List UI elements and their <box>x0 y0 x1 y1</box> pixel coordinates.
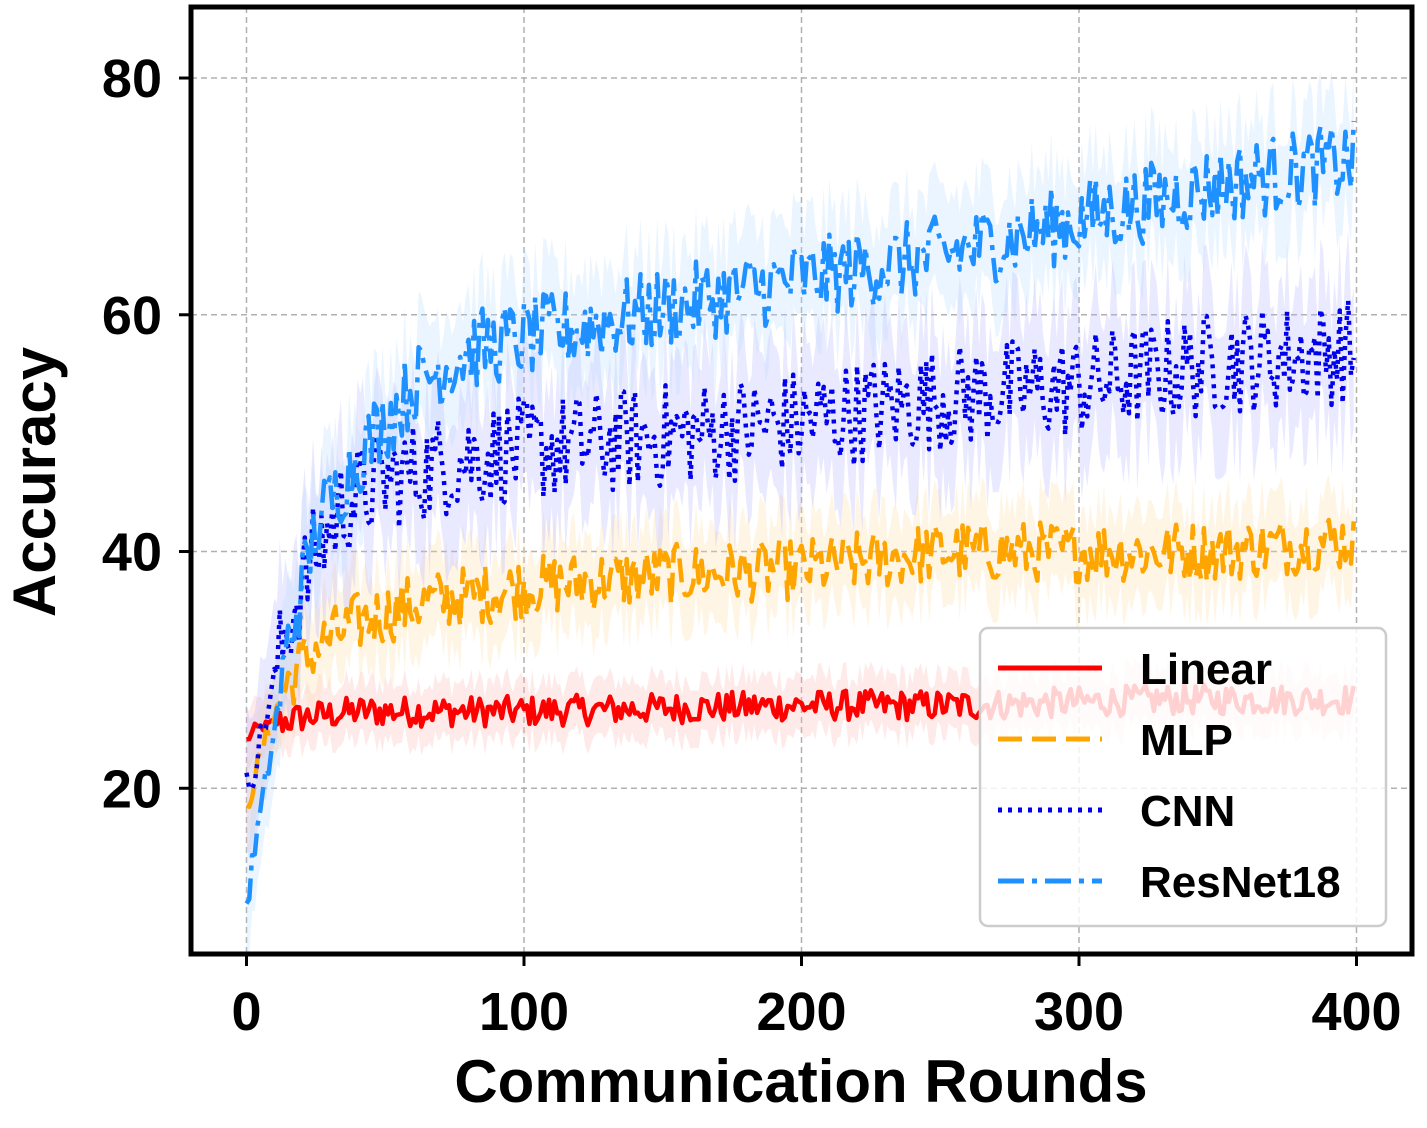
grid-layer <box>191 7 1412 954</box>
series-line-mlp <box>245 517 1356 810</box>
legend-label-linear: Linear <box>1140 645 1272 694</box>
x-tick-label: 0 <box>231 982 261 1042</box>
legend-box <box>978 626 1388 928</box>
band-resnet18 <box>246 64 1354 954</box>
band-cnn <box>246 230 1354 860</box>
legend-label-mlp: MLP <box>1140 716 1233 765</box>
x-tick-label: 100 <box>479 982 569 1042</box>
series-line-resnet18 <box>244 120 1356 905</box>
y-tick-label: 60 <box>102 286 162 346</box>
y-tick-label: 40 <box>102 523 162 583</box>
x-tick-label: 200 <box>756 982 846 1042</box>
y-tick-label: 20 <box>102 759 162 819</box>
legend-label-resnet18: ResNet18 <box>1140 858 1341 907</box>
y-axis-label: Accuracy <box>1 346 68 617</box>
legend-label-cnn: CNN <box>1140 787 1235 836</box>
x-tick-label: 400 <box>1311 982 1401 1042</box>
band-mlp <box>246 474 1354 853</box>
series-line-cnn <box>244 298 1356 792</box>
legend: Linear MLP CNN ResNet18 <box>978 626 1388 928</box>
x-axis-label: Communication Rounds <box>454 1048 1147 1115</box>
x-tick-label: 300 <box>1034 982 1124 1042</box>
y-tick-label: 80 <box>102 49 162 109</box>
tick-layer: 0 100 200 300 400 20 40 60 80 <box>102 49 1402 1042</box>
